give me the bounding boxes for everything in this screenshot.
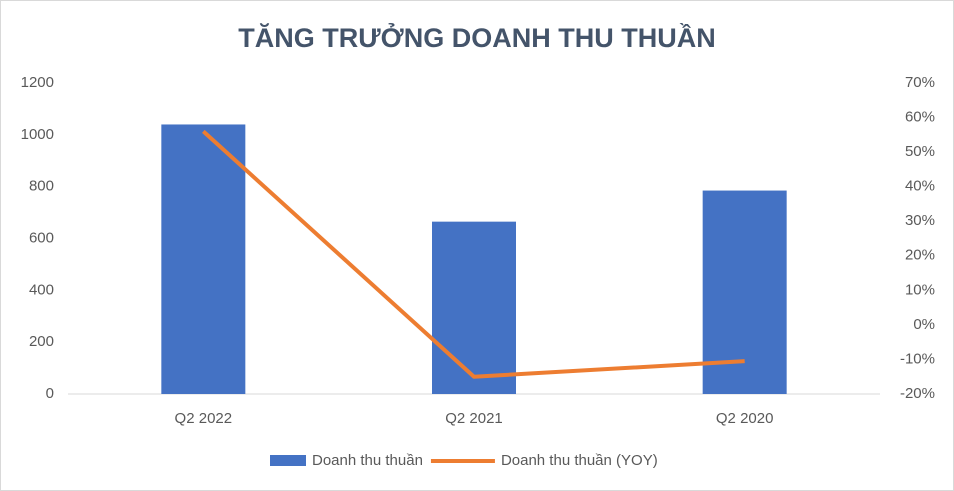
bar bbox=[702, 190, 787, 394]
x-tick-label: Q2 2020 bbox=[716, 410, 774, 427]
y2-tick-label: 30% bbox=[905, 212, 935, 229]
y2-tick-label: 70% bbox=[905, 74, 935, 91]
y2-tick-label: -20% bbox=[900, 385, 935, 402]
y2-tick-label: 40% bbox=[905, 178, 935, 195]
y-tick-label: 600 bbox=[29, 229, 54, 246]
y2-tick-label: 50% bbox=[905, 143, 935, 160]
y2-tick-label: 60% bbox=[905, 109, 935, 126]
y-tick-label: 200 bbox=[29, 333, 54, 350]
legend-label: Doanh thu thuần (YOY) bbox=[501, 452, 658, 469]
y-tick-label: 800 bbox=[29, 178, 54, 195]
y-tick-label: 0 bbox=[46, 385, 54, 402]
y-tick-label: 1200 bbox=[21, 74, 54, 91]
legend-label: Doanh thu thuần bbox=[312, 452, 423, 469]
x-tick-label: Q2 2021 bbox=[445, 410, 503, 427]
y-tick-label: 400 bbox=[29, 281, 54, 298]
y2-tick-label: 20% bbox=[905, 247, 935, 264]
y2-tick-label: -10% bbox=[900, 350, 935, 367]
x-tick-label: Q2 2022 bbox=[175, 410, 233, 427]
legend-swatch bbox=[270, 455, 306, 466]
y2-tick-label: 0% bbox=[913, 316, 935, 333]
bar bbox=[161, 124, 246, 394]
y-tick-label: 1000 bbox=[21, 126, 54, 143]
chart-title: TĂNG TRƯỞNG DOANH THU THUẦN bbox=[238, 21, 715, 53]
line bbox=[201, 129, 745, 379]
bar bbox=[432, 221, 516, 394]
y2-tick-label: 10% bbox=[905, 281, 935, 298]
